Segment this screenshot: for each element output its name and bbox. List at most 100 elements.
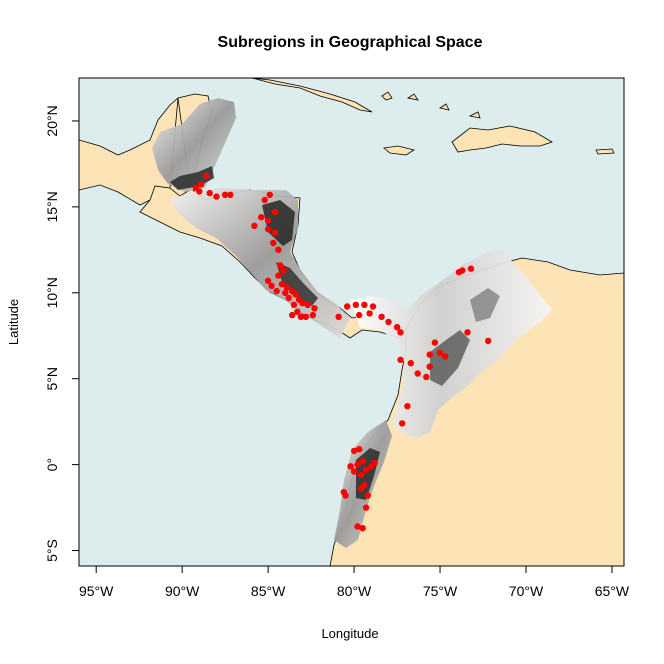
occurrence-point bbox=[359, 458, 366, 465]
occurrence-point bbox=[397, 329, 404, 336]
occurrence-point bbox=[283, 284, 291, 291]
occurrence-point bbox=[385, 318, 392, 326]
occurrence-point bbox=[285, 294, 292, 302]
occurrence-point bbox=[407, 360, 414, 367]
occurrence-point bbox=[414, 370, 421, 377]
occurrence-point bbox=[431, 339, 439, 346]
chart-title: Subregions in Geographical Space bbox=[218, 34, 483, 51]
occurrence-point bbox=[264, 226, 272, 233]
islands-bahamas bbox=[381, 91, 481, 119]
occurrence-point bbox=[464, 329, 471, 336]
occurrence-point bbox=[227, 191, 234, 198]
occurrence-point bbox=[356, 311, 363, 319]
occurrence-point bbox=[366, 310, 373, 317]
occurrence-point bbox=[356, 446, 363, 453]
occurrence-point bbox=[304, 301, 311, 308]
y-tick-label: 10°N bbox=[44, 277, 60, 308]
occurrence-point bbox=[309, 311, 316, 319]
occurrence-point bbox=[347, 463, 354, 470]
x-axis-label: Longitude bbox=[321, 626, 378, 641]
occurrence-point bbox=[350, 447, 358, 455]
occurrence-point bbox=[335, 313, 342, 320]
occurrence-point bbox=[369, 303, 377, 310]
occurrence-point bbox=[354, 523, 361, 530]
occurrence-point bbox=[292, 291, 299, 298]
occurrence-point bbox=[221, 191, 229, 198]
island-jamaica bbox=[383, 145, 416, 156]
occurrence-point bbox=[264, 277, 272, 284]
occurrence-point bbox=[344, 303, 351, 310]
x-tick-label: 75°W bbox=[423, 583, 458, 599]
occurrence-point bbox=[404, 403, 411, 410]
occurrence-point bbox=[275, 246, 282, 253]
island-cuba bbox=[251, 78, 373, 113]
occurrence-point bbox=[393, 324, 401, 331]
occurrence-point bbox=[251, 222, 258, 229]
occurrence-point bbox=[399, 420, 406, 427]
occurrence-point bbox=[261, 196, 268, 204]
occurrence-point bbox=[397, 356, 404, 363]
map-panel bbox=[79, 78, 624, 566]
occurrence-point bbox=[273, 287, 280, 295]
occurrence-point bbox=[362, 504, 370, 511]
occurrence-point bbox=[271, 208, 279, 216]
occurrence-point bbox=[485, 337, 492, 345]
occurrence-point bbox=[270, 239, 277, 247]
occurrence-point bbox=[203, 172, 210, 180]
occurrence-point bbox=[423, 373, 430, 381]
occurrence-point bbox=[271, 229, 279, 236]
occurrence-point bbox=[264, 217, 272, 224]
y-tick-label: 15°N bbox=[44, 191, 60, 222]
occurrence-point bbox=[467, 265, 475, 272]
occurrence-point bbox=[268, 282, 275, 290]
x-tick-label: 85°W bbox=[251, 583, 286, 599]
occurrence-point bbox=[426, 351, 433, 358]
occurrence-point bbox=[275, 272, 282, 279]
occurrence-point bbox=[442, 353, 449, 360]
y-axis: 5°S 0° 5°N 10°N 15°N 20°N bbox=[44, 105, 79, 562]
occurrence-point bbox=[459, 267, 466, 274]
occurrence-point bbox=[294, 308, 301, 315]
occurrence-point bbox=[361, 301, 368, 308]
x-tick-label: 95°W bbox=[79, 583, 114, 599]
occurrence-point bbox=[436, 349, 444, 357]
y-tick-label: 5°N bbox=[44, 367, 60, 391]
occurrence-point bbox=[280, 267, 287, 274]
occurrence-point bbox=[359, 525, 366, 532]
occurrence-point bbox=[371, 459, 378, 467]
occurrence-point bbox=[289, 311, 296, 319]
y-tick-label: 0° bbox=[44, 458, 60, 471]
occurrence-point bbox=[362, 466, 370, 473]
plot-frame bbox=[78, 77, 625, 567]
occurrence-point bbox=[206, 189, 213, 197]
occurrence-point bbox=[290, 301, 298, 308]
occurrence-point bbox=[299, 299, 306, 307]
occurrence-point bbox=[426, 363, 433, 370]
x-tick-label: 80°W bbox=[337, 583, 372, 599]
occurrence-point bbox=[311, 305, 318, 312]
occurrence-point bbox=[266, 191, 273, 198]
island-puerto-rico bbox=[595, 148, 615, 155]
occurrence-point bbox=[357, 485, 365, 492]
occurrence-point bbox=[197, 181, 205, 188]
occurrence-point bbox=[342, 492, 349, 499]
occurrence-point bbox=[196, 188, 203, 195]
occurrence-points bbox=[192, 172, 492, 532]
occurrence-point bbox=[378, 313, 385, 320]
x-axis: 95°W 90°W 85°W 80°W 75°W 70°W 65°W bbox=[79, 566, 630, 599]
occurrence-point bbox=[302, 313, 310, 320]
occurrence-point bbox=[352, 301, 359, 308]
y-axis-label: Latitude bbox=[6, 299, 21, 345]
occurrence-point bbox=[350, 468, 358, 475]
x-tick-label: 65°W bbox=[595, 583, 630, 599]
island-hispaniola bbox=[451, 125, 553, 153]
occurrence-point bbox=[357, 471, 365, 479]
occurrence-point bbox=[297, 313, 304, 320]
occurrence-point bbox=[258, 214, 265, 221]
occurrence-point bbox=[213, 193, 220, 200]
occurrence-point bbox=[354, 461, 361, 468]
occurrence-point bbox=[277, 262, 284, 269]
x-tick-label: 90°W bbox=[165, 583, 200, 599]
occurrence-point bbox=[278, 281, 286, 288]
